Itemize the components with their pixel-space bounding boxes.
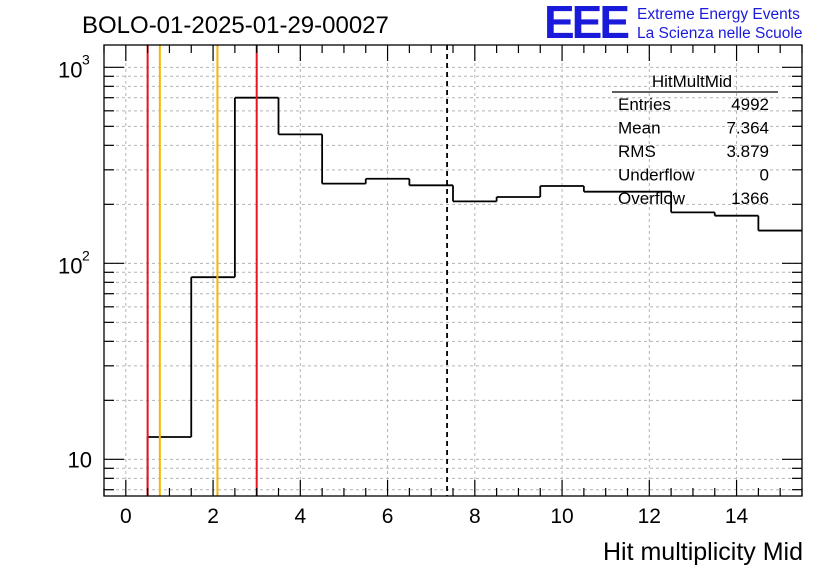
stats-box: HitMultMid Entries 4992 Mean 7.364 RMS 3.879 U… xyxy=(612,72,778,208)
stats-row-label: Underflow xyxy=(618,166,695,185)
x-tick-label: 2 xyxy=(207,505,219,528)
stats-row-label: Entries xyxy=(618,95,671,114)
stats-row-value: 4992 xyxy=(731,95,769,114)
x-tick-label: 12 xyxy=(638,505,661,528)
stats-row-label: Mean xyxy=(618,119,661,138)
stats-title: HitMultMid xyxy=(652,72,732,91)
run-title: BOLO-01-2025-01-29-00027 xyxy=(82,12,389,39)
x-tick-label: 0 xyxy=(120,505,132,528)
x-axis-label: Hit multiplicity Mid xyxy=(603,538,803,566)
x-tick-label: 8 xyxy=(469,505,481,528)
eee-logo-line2: La Scienza nelle Scuole xyxy=(637,25,802,42)
grid xyxy=(104,45,802,496)
x-tick-label: 10 xyxy=(550,505,573,528)
y-tick-label-exponent: 2 xyxy=(82,247,90,263)
stats-row-label: RMS xyxy=(618,142,656,161)
x-tick-label: 6 xyxy=(382,505,394,528)
x-tick-label: 14 xyxy=(725,505,749,528)
stats-row-label: Overflow xyxy=(618,189,686,208)
stats-row-value: 1366 xyxy=(731,189,769,208)
eee-logo: EEE Extreme Energy Events La Scienza nel… xyxy=(544,0,802,48)
y-tick-label: 10 xyxy=(58,253,82,278)
eee-logo-letters: EEE xyxy=(544,0,628,48)
histogram xyxy=(146,96,802,496)
stats-row-value: 3.879 xyxy=(726,142,769,161)
y-tick-label-exponent: 3 xyxy=(82,51,90,67)
stats-row-value: 7.364 xyxy=(726,119,769,138)
x-tick-label: 4 xyxy=(294,505,306,528)
x-axis-ticks: 0 2 4 6 8 10 12 14 xyxy=(103,45,803,528)
y-tick-label: 10 xyxy=(58,57,82,82)
stats-rows: Entries 4992 Mean 7.364 RMS 3.879 Underflow 0 Ov… xyxy=(618,95,769,208)
stats-row-value: 0 xyxy=(760,166,769,185)
eee-logo-line1: Extreme Energy Events xyxy=(637,6,800,23)
vertical-markers xyxy=(146,45,448,496)
y-tick-label: 10 xyxy=(68,447,92,472)
